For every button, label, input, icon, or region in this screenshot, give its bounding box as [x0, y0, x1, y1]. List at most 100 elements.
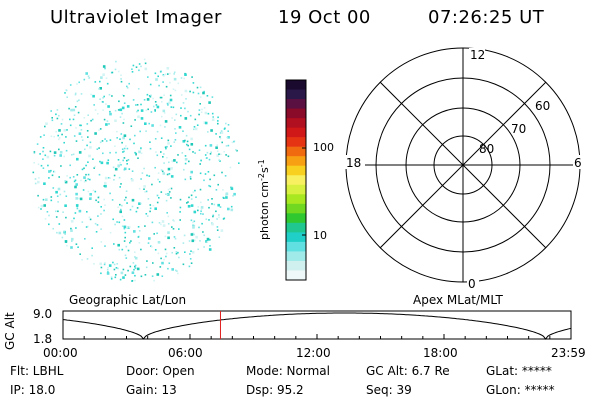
image-speckle	[98, 147, 100, 149]
image-speckle	[208, 101, 211, 104]
image-speckle	[128, 82, 130, 85]
image-speckle	[161, 275, 164, 277]
image-speckle	[66, 96, 68, 98]
image-speckle	[95, 199, 97, 202]
image-speckle	[118, 248, 121, 251]
image-speckle	[156, 273, 160, 276]
image-speckle	[83, 78, 86, 81]
image-speckle	[154, 207, 157, 210]
xtick-1200: 12:00	[296, 346, 331, 360]
image-speckle	[105, 123, 108, 126]
image-speckle	[76, 157, 79, 161]
image-speckle	[177, 251, 179, 254]
image-speckle	[173, 159, 176, 162]
image-speckle	[138, 230, 141, 232]
image-speckle	[186, 143, 188, 146]
image-speckle	[160, 169, 163, 171]
image-speckle	[120, 78, 122, 80]
image-speckle	[74, 106, 77, 108]
image-speckle	[140, 147, 142, 149]
image-speckle	[92, 189, 95, 192]
image-speckle	[123, 167, 127, 171]
image-speckle	[238, 162, 240, 164]
image-speckle	[152, 97, 154, 100]
image-speckle	[96, 224, 99, 226]
image-speckle	[172, 228, 175, 230]
image-speckle	[131, 68, 133, 70]
image-speckle	[208, 184, 210, 187]
image-speckle	[167, 215, 170, 218]
image-speckle	[207, 171, 210, 173]
image-speckle	[116, 137, 118, 139]
image-speckle	[154, 138, 157, 140]
image-speckle	[224, 175, 227, 177]
image-speckle	[102, 65, 106, 68]
image-speckle	[190, 143, 194, 146]
image-speckle	[87, 136, 89, 138]
image-speckle	[162, 109, 166, 113]
image-speckle	[180, 107, 182, 109]
image-speckle	[149, 207, 152, 210]
image-speckle	[86, 130, 89, 132]
image-speckle	[215, 189, 218, 191]
image-speckle	[193, 224, 196, 227]
image-speckle	[148, 237, 151, 240]
image-speckle	[68, 107, 70, 110]
image-speckle	[56, 117, 59, 120]
image-speckle	[184, 251, 186, 253]
xtick-1800: 18:00	[423, 346, 458, 360]
mlt-label-12: 12	[470, 48, 485, 62]
image-speckle	[155, 151, 157, 153]
image-speckle	[138, 202, 141, 205]
image-speckle	[52, 187, 55, 189]
image-speckle	[76, 100, 79, 103]
image-speckle	[123, 150, 125, 153]
image-speckle	[55, 216, 58, 218]
image-speckle	[196, 124, 199, 126]
image-speckle	[190, 204, 194, 207]
image-speckle	[180, 94, 183, 96]
image-speckle	[140, 103, 142, 106]
image-speckle	[75, 204, 79, 207]
image-speckle	[140, 202, 142, 205]
image-speckle	[159, 96, 162, 99]
image-speckle	[136, 267, 140, 271]
colorbar-swatch	[286, 156, 306, 167]
image-speckle	[146, 215, 149, 217]
image-speckle	[91, 118, 94, 121]
image-speckle	[155, 78, 158, 81]
image-speckle	[106, 120, 109, 122]
image-speckle	[120, 183, 122, 185]
image-speckle	[171, 251, 173, 254]
image-speckle	[111, 95, 113, 97]
image-speckle	[230, 187, 234, 190]
image-speckle	[120, 74, 122, 76]
image-speckle	[138, 242, 141, 244]
image-speckle	[104, 262, 106, 264]
image-speckle	[123, 219, 126, 221]
image-speckle	[209, 144, 213, 147]
image-speckle	[156, 130, 159, 133]
image-speckle	[219, 206, 222, 208]
image-speckle	[167, 223, 170, 225]
image-speckle	[226, 136, 229, 139]
image-speckle	[190, 250, 192, 252]
image-speckle	[55, 113, 57, 116]
image-speckle	[167, 139, 170, 142]
image-speckle	[88, 77, 91, 79]
image-speckle	[121, 215, 124, 218]
image-speckle	[76, 83, 78, 85]
polar-diagonal-2	[379, 81, 547, 249]
image-speckle	[113, 268, 116, 271]
image-speckle	[161, 220, 165, 223]
image-speckle	[129, 265, 132, 268]
image-speckle	[86, 211, 88, 213]
image-speckle	[169, 81, 171, 84]
image-speckle	[99, 262, 102, 266]
image-speckle	[78, 81, 80, 84]
image-speckle	[125, 226, 129, 229]
image-speckle	[42, 198, 45, 201]
image-speckle	[151, 221, 154, 224]
info-ip: IP: 18.0	[10, 383, 56, 397]
image-speckle	[136, 207, 139, 209]
